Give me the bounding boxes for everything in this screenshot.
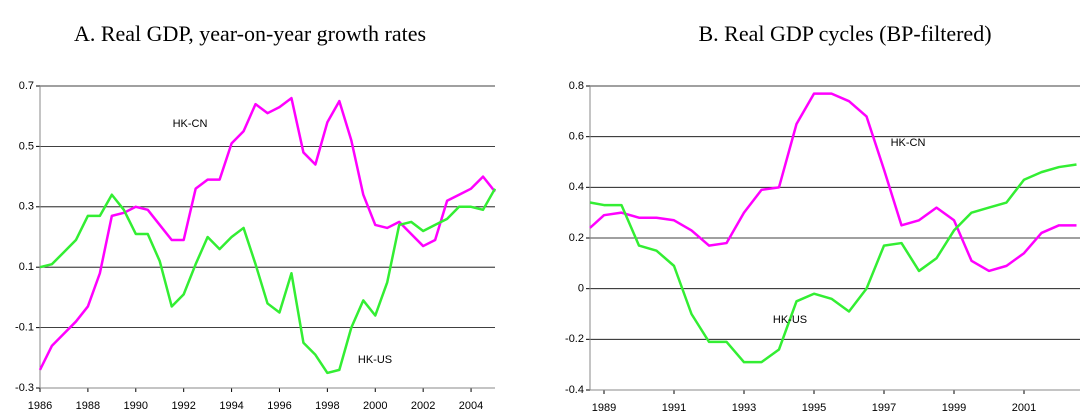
- y-tick-label: -0.3: [15, 382, 34, 394]
- x-tick-label: 2001: [1012, 402, 1036, 414]
- series-label: HK-US: [358, 354, 392, 366]
- y-tick-label: 0.4: [569, 181, 584, 193]
- chart-title: B. Real GDP cycles (BP-filtered): [698, 21, 991, 46]
- y-tick-label: 0.8: [569, 80, 584, 92]
- x-tick-label: 2004: [459, 400, 483, 412]
- y-tick-label: 0.5: [19, 140, 34, 152]
- x-tick-label: 1998: [315, 400, 339, 412]
- x-tick-label: 1994: [219, 400, 243, 412]
- x-tick-label: 1999: [942, 402, 966, 414]
- x-tick-label: 1993: [732, 402, 756, 414]
- y-tick-label: 0.7: [19, 80, 34, 92]
- y-tick-label: -0.2: [565, 333, 584, 345]
- x-tick-label: 2002: [411, 400, 435, 412]
- y-tick-label: 0.1: [19, 261, 34, 273]
- y-tick-label: 0.2: [569, 232, 584, 244]
- series-label: HK-CN: [173, 118, 208, 130]
- line: [589, 163, 1077, 364]
- x-tick-label: 1995: [802, 402, 826, 414]
- y-tick-label: 0: [578, 283, 584, 295]
- x-tick-label: 1997: [872, 402, 896, 414]
- y-tick-label: 0.3: [19, 201, 34, 213]
- y-tick-label: -0.4: [565, 384, 584, 396]
- chart-title: A. Real GDP, year-on-year growth rates: [74, 21, 426, 46]
- x-tick-label: 1990: [124, 400, 148, 412]
- y-tick-label: 0.6: [569, 131, 584, 143]
- line: [38, 96, 496, 371]
- x-tick-label: 1996: [267, 400, 291, 412]
- series-label: HK-CN: [891, 137, 926, 149]
- x-tick-label: 2000: [363, 400, 387, 412]
- line: [589, 92, 1077, 273]
- x-tick-label: 1988: [76, 400, 100, 412]
- x-tick-label: 1991: [662, 402, 686, 414]
- y-tick-label: -0.1: [15, 322, 34, 334]
- x-tick-label: 1992: [171, 400, 195, 412]
- series-label: HK-US: [773, 314, 807, 326]
- x-tick-label: 1986: [28, 400, 52, 412]
- line: [39, 188, 497, 375]
- x-tick-label: 1989: [592, 402, 616, 414]
